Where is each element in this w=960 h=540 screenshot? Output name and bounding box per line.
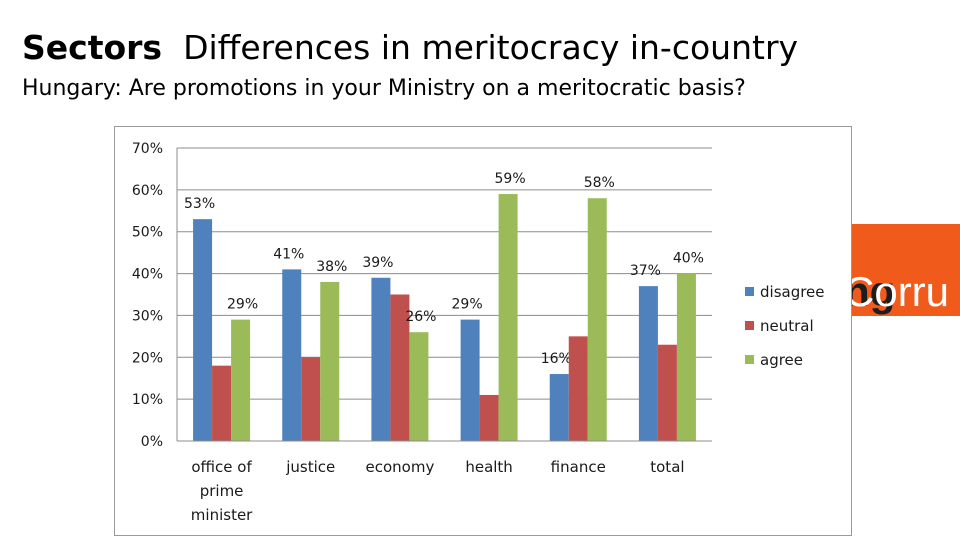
logo-text-dark: ng	[852, 268, 896, 315]
legend-swatch-disagree	[745, 287, 754, 296]
bar-disagree	[638, 286, 658, 441]
x-tick-label: total	[650, 458, 684, 476]
legend-label-disagree: disagree	[760, 283, 825, 301]
bar-disagree	[460, 319, 480, 441]
y-tick-label: 50%	[132, 225, 163, 241]
bar-chart: 0% 10% 20% 30% 40% 50% 60% 70% 53% 29% office of pr…	[132, 141, 825, 524]
bar-disagree	[371, 277, 391, 441]
legend-swatch-neutral	[745, 321, 754, 330]
bar-neutral	[657, 344, 677, 441]
bar-neutral	[301, 357, 321, 441]
x-tick-label: finance	[551, 458, 606, 476]
title-bold: Sectors	[22, 28, 163, 67]
bar-agree	[231, 319, 251, 441]
bar-neutral	[390, 294, 410, 441]
data-label-disagree: 41%	[273, 246, 304, 262]
data-label-agree: 38%	[316, 259, 347, 275]
data-label-disagree: 39%	[362, 255, 393, 271]
data-label-disagree: 53%	[184, 196, 215, 212]
y-tick-label: 60%	[132, 183, 163, 199]
data-label-agree: 40%	[673, 251, 704, 267]
y-tick-label: 40%	[132, 267, 163, 283]
title-rest: Differences in meritocracy in-country	[183, 28, 799, 67]
bar-disagree	[549, 374, 569, 441]
bar-disagree	[282, 269, 302, 441]
y-tick-label: 0%	[141, 434, 163, 450]
legend-label-neutral: neutral	[760, 317, 814, 335]
data-label-disagree: 29%	[452, 297, 483, 313]
bar-disagree	[193, 219, 213, 441]
data-label-agree: 29%	[227, 297, 258, 313]
data-label-disagree: 37%	[630, 263, 661, 279]
logo-text-light: Corru	[852, 268, 950, 315]
bar-neutral	[212, 365, 232, 441]
chart-frame: 0% 10% 20% 30% 40% 50% 60% 70% 53% 29% office of pr…	[114, 126, 852, 536]
legend-swatch-agree	[745, 355, 754, 364]
y-tick-label: 30%	[132, 308, 163, 324]
data-label-agree: 59%	[495, 171, 526, 187]
bar-agree	[409, 332, 429, 441]
page-title: Sectors Differences in meritocracy in-co…	[22, 28, 798, 67]
page-subtitle: Hungary: Are promotions in your Ministry…	[22, 76, 746, 101]
x-tick-label: minister	[191, 506, 253, 524]
y-tick-label: 70%	[132, 141, 163, 157]
data-label-disagree: 16%	[541, 351, 572, 367]
x-tick-label: office of	[191, 458, 252, 476]
bar-neutral	[479, 394, 499, 441]
bar-neutral	[568, 336, 588, 441]
x-tick-label: health	[465, 458, 512, 476]
x-tick-label: justice	[285, 458, 335, 476]
data-label-agree: 58%	[584, 175, 615, 191]
bar-agree	[587, 198, 607, 441]
bar-agree	[676, 273, 696, 441]
legend-label-agree: agree	[760, 351, 803, 369]
y-tick-label: 10%	[132, 392, 163, 408]
logo: ng Corru	[852, 224, 960, 316]
x-tick-label: economy	[366, 458, 435, 476]
data-label-agree: 26%	[405, 309, 436, 325]
x-tick-label: prime	[200, 482, 244, 500]
bar-agree	[320, 281, 340, 441]
y-tick-label: 20%	[132, 350, 163, 366]
bar-agree	[498, 194, 518, 441]
